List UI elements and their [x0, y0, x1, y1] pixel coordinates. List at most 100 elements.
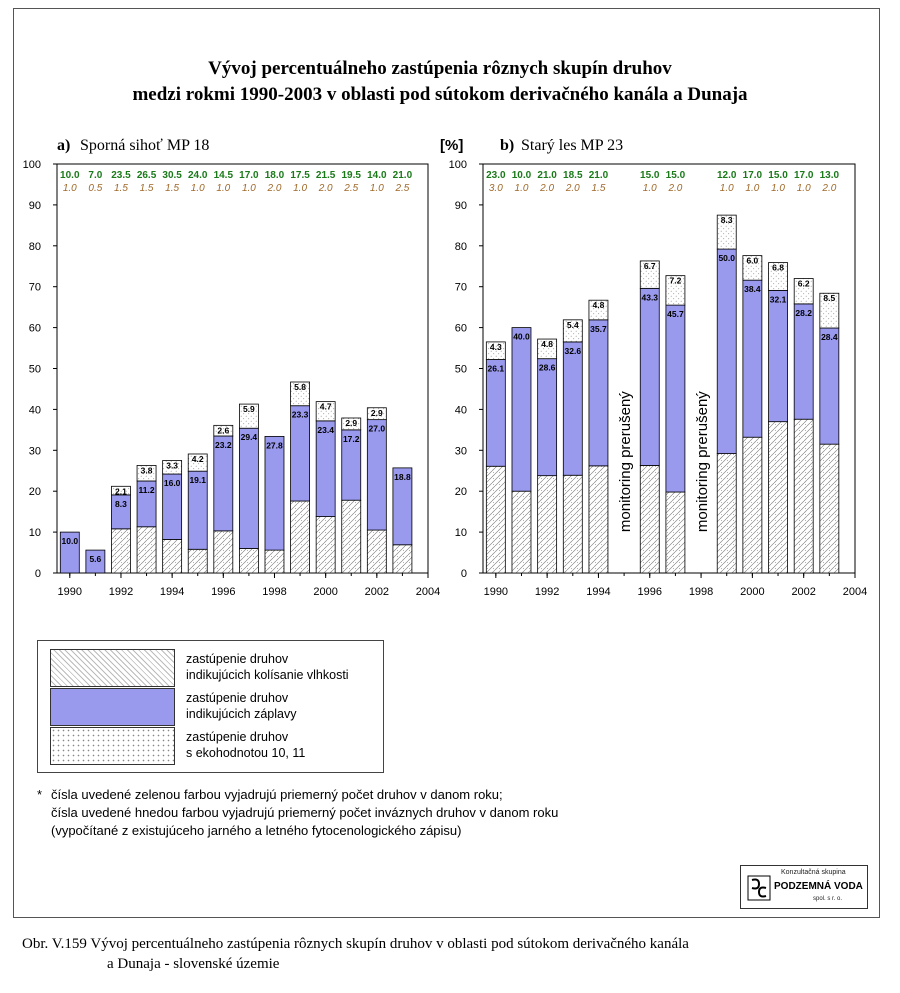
panel-b-invasive-count: 2.0 — [565, 183, 580, 194]
panel-b-bar-flood — [742, 279, 763, 438]
panel-b-invasive-count: 1.0 — [643, 183, 657, 194]
panel-b-invasive-count: 2.0 — [821, 183, 836, 194]
logo-tiny-text: spol. s r. o. — [813, 896, 843, 902]
panel-a-eco-value-label: 2.9 — [345, 418, 357, 428]
panel-b-y-tick-label: 60 — [455, 323, 467, 335]
legend-label-flood: zastúpenie druhov indikujúcich záplavy — [186, 690, 296, 722]
panel-a-bar-moisture — [238, 548, 259, 574]
footnote-star: * — [37, 787, 43, 802]
panel-b-bar-eco — [485, 341, 506, 360]
panel-a-bar-eco — [290, 381, 310, 407]
panel-a-invasive-count: 1.5 — [114, 183, 128, 194]
panel-a-bar-eco — [162, 460, 183, 475]
panel-b-eco-value-label: 7.2 — [669, 276, 681, 286]
panel-b-flood-value-label: 26.1 — [488, 364, 505, 374]
panel-a-x-tick-label: 1990 — [58, 586, 82, 598]
caption-line1: Obr. V.159 Vývoj percentuálneho zastúpen… — [22, 936, 689, 952]
panel-a-invasive-count: 1.0 — [63, 183, 77, 194]
panel-a-bar-moisture — [290, 500, 310, 574]
panel-a-name: Sporná sihoť MP 18 — [80, 137, 209, 154]
panel-a-flood-value-label: 8.3 — [115, 499, 127, 509]
panel-b-species-count: 23.0 — [486, 170, 506, 181]
panel-a-eco-value-label: 2.6 — [217, 425, 229, 435]
panel-a-invasive-count: 1.0 — [191, 183, 205, 194]
panel-a-eco-value-label: 2.1 — [115, 486, 127, 496]
panel-a-bar-flood — [213, 435, 234, 532]
panel-a-eco-value-label: 2.9 — [371, 408, 383, 418]
panel-a-species-count: 14.0 — [367, 170, 387, 181]
panel-a-invasive-count: 1.5 — [140, 183, 154, 194]
panel-a-bar-flood — [366, 419, 387, 531]
panel-b-x-tick-label: 1990 — [484, 586, 508, 598]
panel-b-flood-value-label: 32.1 — [770, 294, 787, 304]
panel-b-x-tick-label: 2002 — [791, 586, 815, 598]
panel-b-eco-value-label: 5.4 — [567, 320, 579, 330]
panel-a-bar-eco — [213, 424, 234, 437]
panel-b-species-count: 18.5 — [563, 170, 583, 181]
panel-b-bar-eco — [537, 338, 558, 360]
legend-swatch-moisture — [50, 649, 175, 687]
panel-a-eco-value-label: 3.8 — [141, 465, 153, 475]
panel-b-flood-value-label: 45.7 — [667, 309, 684, 319]
company-logo: Konzultačná skupina PODZEMNÁ VODA spol. … — [740, 865, 868, 909]
panel-a-species-count: 24.0 — [188, 170, 208, 181]
panel-b-species-count: 21.0 — [589, 170, 609, 181]
panel-a-bar-moisture — [187, 548, 208, 574]
panel-b-ylabel: [%] — [440, 137, 463, 154]
legend-item-moisture: zastúpenie druhov indikujúcich kolísanie… — [50, 649, 370, 689]
legend-label-flood-line2: indikujúcich záplavy — [186, 707, 297, 721]
panel-a-species-count: 17.0 — [239, 170, 259, 181]
legend-label-eco-line1: zastúpenie druhov — [186, 730, 289, 744]
panel-b-flood-value-label: 43.3 — [641, 292, 658, 302]
panel-a-bar-moisture — [264, 549, 285, 574]
panel-b-bar-flood — [793, 303, 814, 420]
panel-a-invasive-count: 2.0 — [267, 183, 282, 194]
panel-b-flood-value-label: 28.6 — [539, 363, 556, 373]
panel-b-species-count: 15.0 — [666, 170, 686, 181]
panel-a-bar-eco — [136, 465, 157, 482]
legend-label-flood-line1: zastúpenie druhov — [186, 691, 289, 705]
panel-a-species-count: 18.0 — [265, 170, 285, 181]
panel-a-invasive-count: 1.5 — [165, 183, 179, 194]
panel-a-bar-moisture — [213, 530, 234, 574]
panel-a-invasive-count: 2.0 — [318, 183, 333, 194]
panel-b-y-tick-label: 90 — [455, 200, 467, 212]
legend-label-eco-line2: s ekohodnotou 10, 11 — [186, 746, 306, 760]
panel-a-species-count: 19.5 — [342, 170, 362, 181]
panel-a-eco-value-label: 5.8 — [294, 382, 306, 392]
panel-a-flood-value-label: 17.2 — [343, 434, 360, 444]
panel-b-bar-moisture — [511, 490, 532, 574]
footnote-line1: čísla uvedené zelenou farbou vyjadrujú p… — [51, 787, 503, 802]
panel-b-bar-eco — [716, 214, 737, 250]
panel-a-bar-eco — [315, 401, 336, 422]
panel-b-invasive-count: 1.0 — [771, 183, 785, 194]
panel-b-flood-value-label: 32.6 — [565, 346, 582, 356]
panel-a-invasive-count: 0.5 — [88, 183, 102, 194]
panel-b-bar-eco — [562, 319, 583, 343]
panel-b-bar-moisture — [639, 465, 660, 574]
panel-b-bar-flood — [639, 287, 660, 466]
panel-a-y-tick-label: 50 — [29, 364, 41, 376]
panel-b-species-count: 15.0 — [640, 170, 660, 181]
panel-a-y-tick-label: 10 — [29, 527, 41, 539]
panel-b-flood-value-label: 35.7 — [590, 324, 607, 334]
panel-b-letter: b) — [500, 137, 514, 154]
panel-a-eco-value-label: 4.2 — [192, 454, 204, 464]
panel-b-bar-eco — [819, 292, 840, 329]
panel-a-invasive-count: 2.5 — [343, 183, 358, 194]
panel-b-eco-value-label: 6.7 — [644, 261, 656, 271]
panel-a-x-tick-label: 1998 — [262, 586, 286, 598]
footnote: * čísla uvedené zelenou farbou vyjadrujú… — [37, 786, 558, 840]
panel-b-bar-flood — [716, 248, 737, 454]
legend-label-moisture-line1: zastúpenie druhov — [186, 652, 289, 666]
legend-item-flood: zastúpenie druhov indikujúcich záplavy — [50, 688, 370, 728]
legend-swatch-flood — [50, 688, 175, 726]
panel-b-eco-value-label: 4.8 — [541, 339, 553, 349]
panel-b-flood-value-label: 40.0 — [513, 332, 530, 342]
legend-item-eco: zastúpenie druhov s ekohodnotou 10, 11 — [50, 727, 370, 767]
figure-caption: Obr. V.159 Vývoj percentuálneho zastúpen… — [22, 934, 689, 974]
panel-b-x-tick-label: 2000 — [740, 586, 764, 598]
panel-b-eco-value-label: 4.3 — [490, 342, 502, 352]
panel-b-eco-value-label: 6.0 — [746, 256, 758, 266]
